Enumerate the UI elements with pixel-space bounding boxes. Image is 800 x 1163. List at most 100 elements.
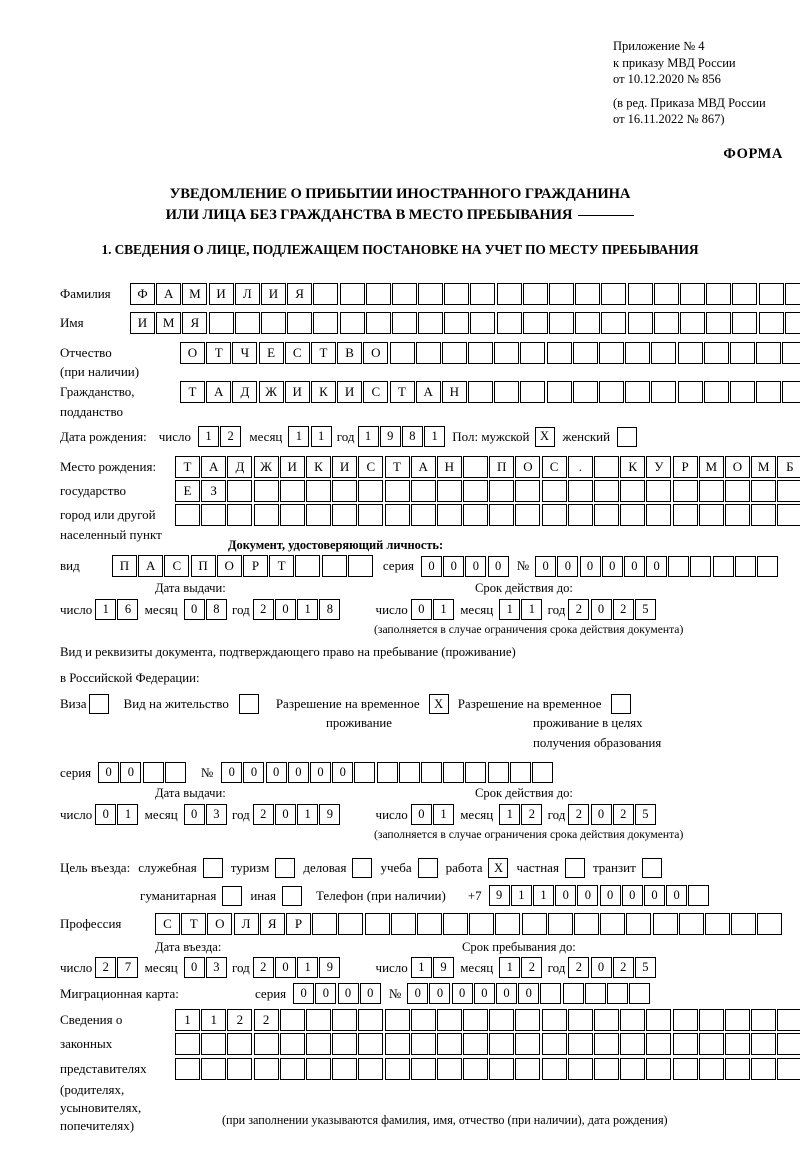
char-cell[interactable] [651,381,677,403]
char-cell[interactable]: Т [389,381,415,403]
representatives-line-3-input[interactable] [175,1058,800,1080]
char-cell[interactable]: 0 [95,804,117,825]
char-cell[interactable]: 3 [205,804,227,825]
char-cell[interactable] [358,480,384,502]
char-cell[interactable] [354,762,376,783]
char-cell[interactable]: 0 [265,762,287,783]
purpose-option-checkbox[interactable] [352,858,373,878]
char-cell[interactable] [757,913,783,935]
birthplace-line-3-input[interactable] [175,504,800,526]
char-cell[interactable] [731,913,757,935]
char-cell[interactable]: 9 [488,885,510,906]
purpose-option-checkbox[interactable]: X [488,858,509,878]
char-cell[interactable]: М [156,312,182,334]
char-cell[interactable]: К [305,456,331,478]
visa-checkbox[interactable] [88,694,109,714]
char-cell[interactable]: Б [777,456,800,478]
char-cell[interactable] [208,312,234,334]
char-cell[interactable]: 0 [183,599,205,620]
char-cell[interactable] [227,1033,253,1055]
char-cell[interactable]: 0 [407,983,429,1004]
char-cell[interactable] [384,1033,410,1055]
char-cell[interactable] [672,504,698,526]
char-cell[interactable]: 1 [433,804,454,825]
char-cell[interactable] [601,312,627,334]
char-cell[interactable] [332,1009,358,1031]
char-cell[interactable] [384,1058,410,1080]
char-cell[interactable] [782,381,800,403]
char-cell[interactable] [201,1033,227,1055]
char-cell[interactable] [652,913,678,935]
char-cell[interactable] [546,381,572,403]
char-cell[interactable] [724,1009,750,1031]
char-cell[interactable] [384,504,410,526]
char-cell[interactable]: Т [181,913,207,935]
char-cell[interactable] [376,762,398,783]
purpose-option-checkbox[interactable] [641,858,662,878]
char-cell[interactable]: 0 [590,957,612,978]
char-cell[interactable] [436,480,462,502]
char-cell[interactable] [594,480,619,502]
char-cell[interactable]: И [130,312,155,334]
char-cell[interactable] [567,1058,593,1080]
char-cell[interactable] [620,1033,646,1055]
char-cell[interactable]: С [358,456,384,478]
char-cell[interactable]: А [206,381,232,403]
char-cell[interactable]: О [180,342,205,364]
char-cell[interactable] [751,1033,777,1055]
char-cell[interactable] [629,983,651,1004]
char-cell[interactable] [175,1033,200,1055]
char-cell[interactable] [541,1033,567,1055]
char-cell[interactable] [703,381,729,403]
char-cell[interactable] [470,283,496,305]
char-cell[interactable]: Т [310,342,336,364]
char-cell[interactable] [398,762,420,783]
char-cell[interactable] [305,1033,331,1055]
char-cell[interactable] [495,913,521,935]
char-cell[interactable] [312,913,338,935]
char-cell[interactable] [672,480,698,502]
char-cell[interactable] [690,555,712,577]
char-cell[interactable]: 0 [473,983,495,1004]
char-cell[interactable]: 2 [95,957,117,978]
char-cell[interactable] [489,1033,515,1055]
char-cell[interactable] [653,312,679,334]
char-cell[interactable] [594,1058,619,1080]
char-cell[interactable] [572,342,598,364]
char-cell[interactable]: 5 [634,804,656,825]
char-cell[interactable]: И [337,381,363,403]
char-cell[interactable] [410,1033,436,1055]
purpose-option-checkbox[interactable] [564,858,585,878]
char-cell[interactable] [653,283,679,305]
char-cell[interactable] [509,762,531,783]
char-cell[interactable] [784,312,800,334]
char-cell[interactable] [606,983,628,1004]
char-cell[interactable] [436,1033,462,1055]
char-cell[interactable]: 0 [429,983,451,1004]
char-cell[interactable] [734,555,756,577]
char-cell[interactable]: Ж [253,456,279,478]
char-cell[interactable] [777,1009,800,1031]
char-cell[interactable] [253,1058,279,1080]
char-cell[interactable]: 0 [557,555,579,577]
char-cell[interactable] [572,381,598,403]
char-cell[interactable]: 0 [623,555,645,577]
residence-permit-checkbox[interactable] [238,694,259,714]
char-cell[interactable] [295,555,321,577]
char-cell[interactable] [777,480,800,502]
char-cell[interactable] [410,1058,436,1080]
char-cell[interactable]: Ж [258,381,284,403]
char-cell[interactable] [332,1058,358,1080]
char-cell[interactable] [751,504,777,526]
char-cell[interactable] [594,1009,619,1031]
char-cell[interactable]: 1 [410,957,432,978]
